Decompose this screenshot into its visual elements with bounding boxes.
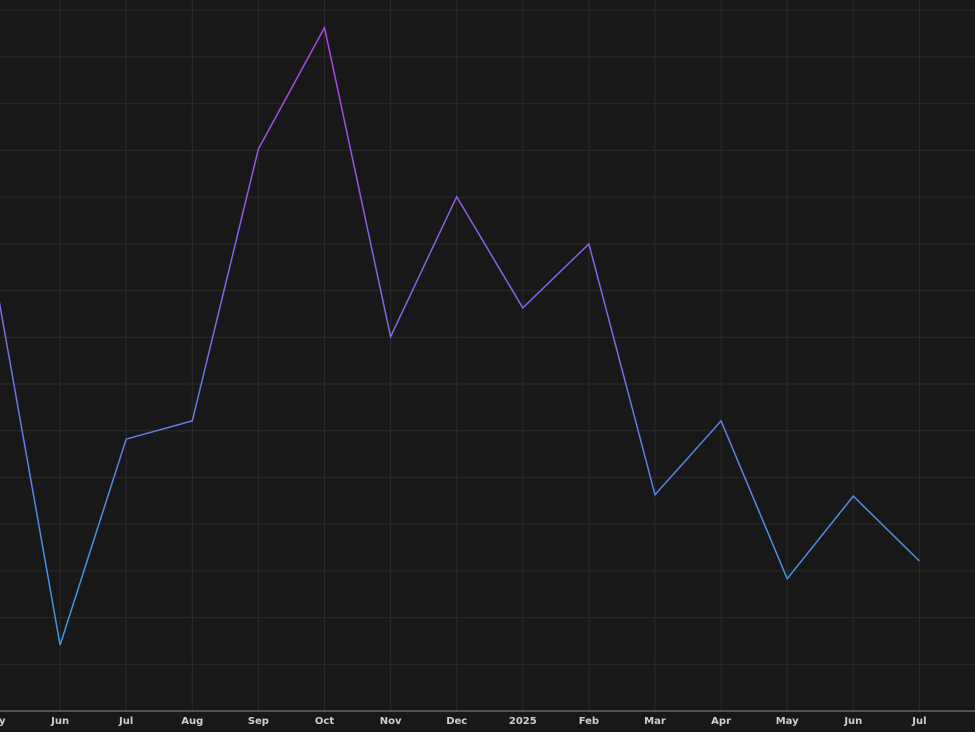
x-tick-label: Jul [118,716,133,727]
x-tick-label: 2025 [509,716,537,727]
x-tick-label: Dec [446,716,467,727]
x-tick-label: Jun [50,716,69,727]
x-tick-label: Aug [181,716,203,727]
x-tick-label: May [0,716,6,727]
x-tick-label: Nov [380,716,402,727]
line-series [0,25,920,646]
x-tick-label: Jun [843,716,862,727]
x-tick-label: Apr [711,716,731,727]
x-tick-label: Feb [579,716,599,727]
x-tick-label: Oct [315,716,334,727]
x-tick-label: May [776,716,799,727]
x-tick-label: Sep [248,716,269,727]
x-tick-label: Mar [644,716,666,727]
x-tick-label: Jul [911,716,926,727]
